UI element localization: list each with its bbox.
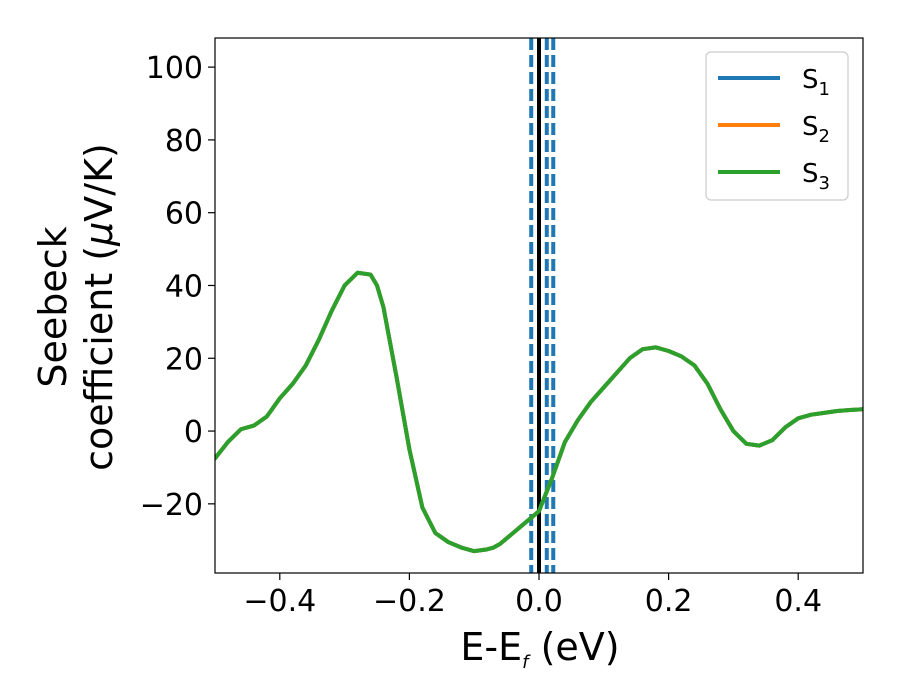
vertical-lines bbox=[529, 38, 556, 573]
y-tick-label: 80 bbox=[165, 124, 203, 159]
x-tick-label: −0.2 bbox=[373, 584, 446, 619]
y-tick-label: 100 bbox=[146, 51, 203, 86]
legend-label-s1: S1 bbox=[802, 65, 830, 100]
y-ticks: −20 0 20 40 60 80 100 bbox=[140, 51, 215, 523]
x-ticks: −0.4 −0.2 0.0 0.2 0.4 bbox=[243, 573, 822, 619]
series-line-s3 bbox=[215, 270, 863, 554]
y-tick-label: −20 bbox=[140, 488, 203, 523]
y-axis-label-line2: coefficient (μV/K) bbox=[77, 143, 121, 471]
x-tick-label: 0.2 bbox=[645, 584, 693, 619]
x-tick-label: −0.4 bbox=[243, 584, 316, 619]
x-tick-label: 0.0 bbox=[515, 584, 563, 619]
y-axis-label-unit: V/K) bbox=[77, 143, 121, 222]
legend-label-s2: S2 bbox=[802, 112, 830, 147]
x-axis-label: E-Ef (eV) bbox=[460, 625, 619, 673]
x-axis-label-sub: f bbox=[522, 652, 531, 673]
y-tick-label: 0 bbox=[184, 415, 203, 450]
y-tick-label: 40 bbox=[165, 269, 203, 304]
series-lines bbox=[215, 270, 863, 554]
legend: S1 S2 S3 bbox=[705, 51, 849, 201]
x-axis-label-main: E-E bbox=[460, 625, 522, 669]
y-axis-label-mu: μ bbox=[77, 222, 121, 247]
legend-label-s3: S3 bbox=[802, 159, 830, 194]
y-axis-label-line1: Seebeck bbox=[31, 226, 75, 387]
x-tick-label: 0.4 bbox=[774, 584, 822, 619]
y-axis-label-text: coefficient ( bbox=[77, 246, 121, 471]
y-tick-label: 60 bbox=[165, 197, 203, 232]
y-tick-label: 20 bbox=[165, 342, 203, 377]
x-axis-label-unit: (eV) bbox=[528, 625, 619, 669]
